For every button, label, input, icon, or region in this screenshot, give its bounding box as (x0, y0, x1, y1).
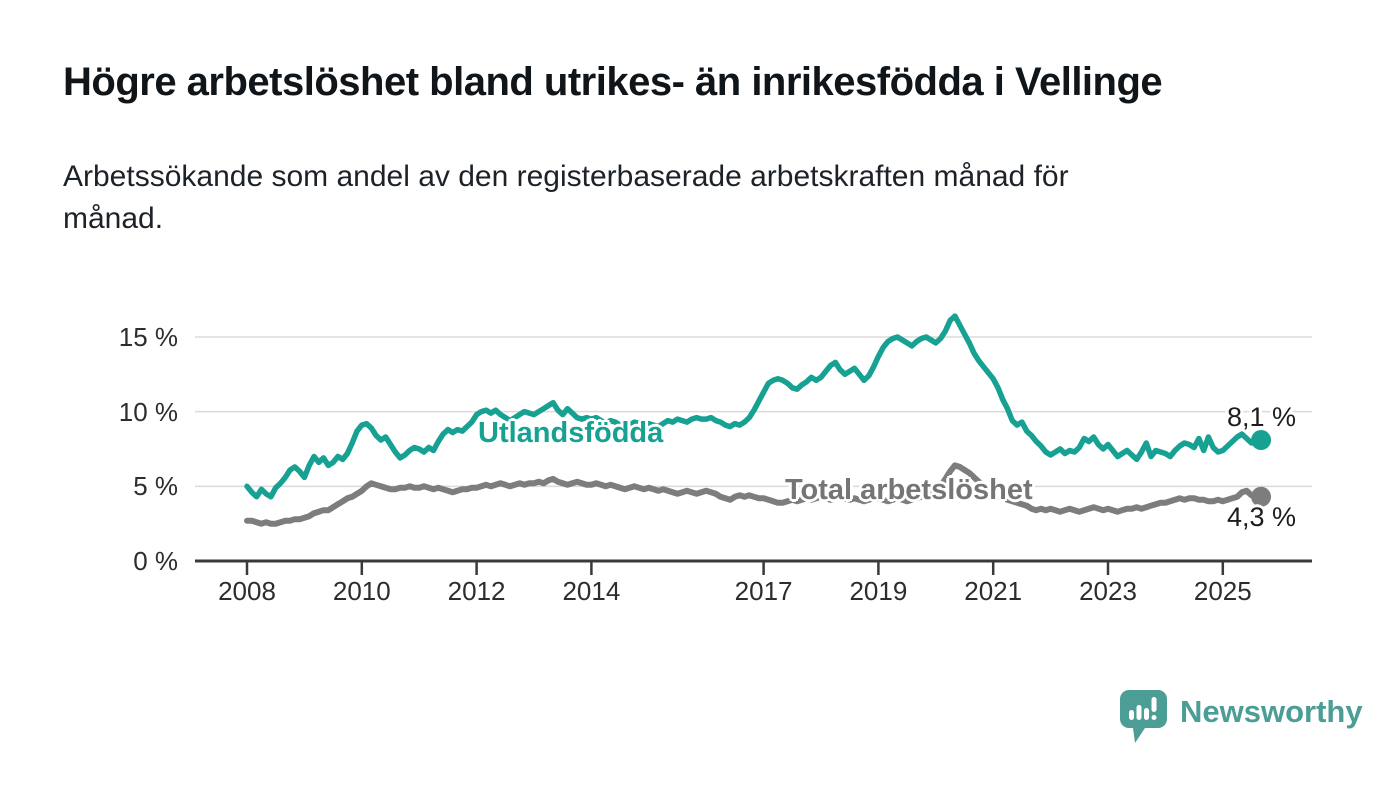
x-tick-label: 2023 (1079, 576, 1137, 606)
y-tick-label: 15 % (118, 321, 178, 352)
x-tick-label: 2014 (562, 576, 621, 606)
logo-bar-3 (1144, 708, 1149, 720)
y-tick-label: 5 % (133, 471, 178, 502)
x-tick-label: 2010 (332, 576, 391, 606)
end-value-label-total: 4,3 % (1227, 502, 1297, 532)
x-tick-label: 2017 (734, 576, 793, 606)
newsworthy-logo: Newsworthy (1120, 690, 1363, 744)
x-tick-label: 2008 (218, 576, 276, 606)
logo-bar-1 (1129, 710, 1134, 720)
logo-bubble-shape (1120, 690, 1167, 743)
logo-exclamation-dot (1151, 715, 1157, 720)
x-tick-label: 2021 (964, 576, 1023, 606)
newsworthy-logo-icon (1120, 690, 1167, 743)
x-tick-label: 2019 (849, 576, 908, 606)
page-title: Högre arbetslöshet bland utrikes- än inr… (63, 60, 1163, 104)
subtitle-line-1: Arbetssökande som andel av den registerb… (63, 160, 1069, 193)
subtitle-line-2: månad. (63, 202, 164, 235)
foreign-born-end-dot (1251, 430, 1272, 451)
series-label-utlandsfodda: Utlandsfödda (478, 417, 664, 449)
total-line (244, 462, 1265, 527)
y-tick-label: 0 % (133, 546, 178, 576)
end-value-label-utlandsfodda: 8,1 % (1227, 402, 1297, 432)
chart-subtitle: Arbetssökande som andel av den registerb… (63, 156, 1313, 240)
x-tick-label: 2025 (1193, 576, 1252, 606)
x-tick-label: 2012 (447, 576, 506, 606)
newsworthy-logo-text: Newsworthy (1180, 694, 1363, 729)
series-label-total-arbetsloshet: Total arbetslöshet (785, 474, 1033, 506)
logo-exclamation-stem (1151, 697, 1157, 712)
foreign-born-line (244, 313, 1264, 500)
y-tick-label: 10 % (118, 396, 178, 427)
logo-bar-2 (1136, 705, 1142, 720)
